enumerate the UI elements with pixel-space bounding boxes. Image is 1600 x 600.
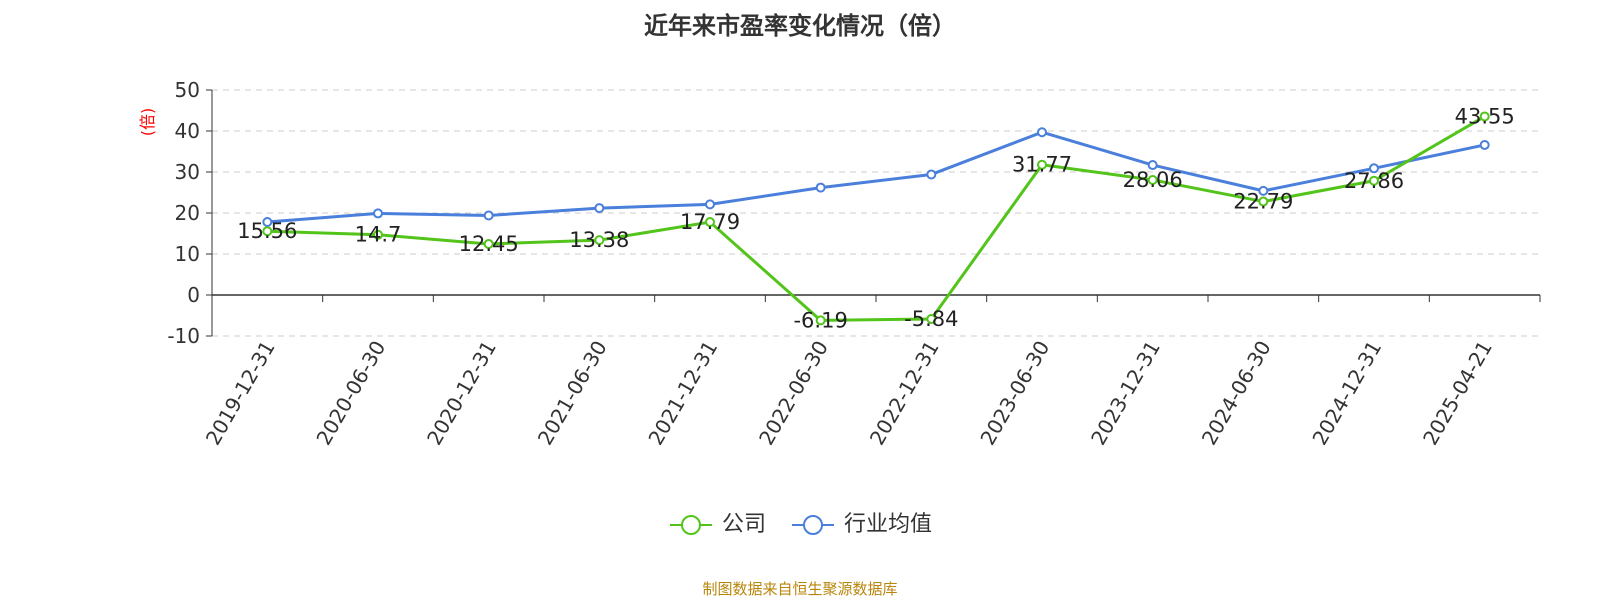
data-point-industry-average (1479, 139, 1490, 150)
data-label-company: -6.19 (793, 308, 847, 332)
y-tick-label: 40 (175, 119, 200, 143)
data-label-company: 28.06 (1123, 168, 1183, 192)
legend-label-industry-average: 行业均值 (844, 512, 933, 537)
data-label-company: 15.56 (237, 219, 297, 243)
data-label-company: 31.77 (1012, 153, 1072, 177)
data-point-industry-average (594, 203, 605, 214)
data-point-company (483, 238, 494, 249)
legend-item-industry-average[interactable]: 行业均值 (790, 510, 932, 540)
x-tick-label: 2020-06-30 (311, 337, 390, 450)
x-tick-label: 2022-06-30 (754, 337, 833, 450)
data-point-company (815, 315, 826, 326)
data-point-industry-average (705, 199, 715, 210)
legend-line-circle-icon (792, 515, 834, 535)
data-point-industry-average (483, 210, 494, 221)
x-tick-label: 2023-06-30 (975, 337, 1054, 450)
x-tick-label: 2024-06-30 (1197, 337, 1276, 450)
y-tick-label: -10 (167, 324, 200, 348)
y-tick-label: 30 (175, 160, 200, 184)
y-axis-label: (倍) (138, 108, 157, 137)
data-point-company (594, 235, 605, 246)
data-point-company (705, 217, 715, 228)
x-tick-label: 2023-12-31 (1086, 337, 1165, 450)
x-tick-label: 2019-12-31 (201, 337, 280, 450)
series-lines (262, 111, 1490, 326)
data-point-company (1037, 159, 1047, 170)
x-tick-label: 2022-12-31 (865, 336, 944, 449)
series-line-industry-average (267, 130, 1485, 224)
chart-title: 近年来市盈率变化情况（倍） (644, 12, 956, 40)
x-tick-label: 2020-12-31 (422, 336, 501, 449)
data-point-company (1147, 174, 1158, 185)
data-label-company: -5.84 (904, 307, 958, 331)
x-tick-label: 2025-04-21 (1418, 337, 1497, 450)
y-tick-label: 50 (175, 78, 200, 102)
data-point-company (262, 226, 273, 237)
x-tick-label: 2024-12-31 (1307, 337, 1386, 450)
data-point-industry-average (1369, 163, 1379, 174)
y-tick-label: 0 (187, 283, 200, 307)
data-label-company: 17.79 (680, 210, 740, 234)
x-tick-label: 2021-06-30 (533, 337, 612, 450)
data-label-company: 22.79 (1233, 190, 1293, 214)
x-tick-label: 2021-12-31 (643, 337, 722, 450)
legend-item-company[interactable]: 公司 (668, 510, 766, 540)
data-point-company (1258, 196, 1269, 207)
y-tick-label: 10 (175, 242, 200, 266)
data-label-company: 13.38 (569, 228, 629, 252)
data-point-industry-average (373, 208, 383, 219)
legend-label-company: 公司 (721, 512, 766, 537)
data-point-company (1369, 175, 1379, 186)
data-point-company (926, 313, 937, 324)
legend-line-circle-icon (669, 515, 712, 535)
data-point-company (373, 229, 383, 240)
data-label-company: 43.55 (1455, 104, 1515, 128)
data-point-industry-average (926, 169, 937, 180)
axes: -10 0 10 20 30 40 50 2019-12-31 2020-06-30 2020-1… (167, 78, 1541, 450)
data-point-industry-average (262, 217, 273, 228)
data-labels: 15.56 14.7 12.45 13.38 17.79 -6.19 -5.84 31.77 2… (237, 104, 1514, 332)
data-label-company: 12.45 (459, 232, 519, 256)
source-note: 制图数据来自恒生聚源数据库 (702, 580, 898, 598)
y-tick-label: 20 (175, 201, 200, 225)
data-point-industry-average (1258, 185, 1269, 196)
data-label-company: 14.7 (355, 223, 402, 247)
data-point-industry-average (815, 182, 826, 193)
series-line-company (267, 115, 1486, 322)
data-label-company: 27.86 (1344, 169, 1404, 193)
data-point-industry-average (1037, 127, 1047, 138)
data-point-company (1479, 111, 1490, 122)
legend: 公司 行业均值 (0, 510, 1600, 540)
data-point-industry-average (1147, 160, 1158, 171)
